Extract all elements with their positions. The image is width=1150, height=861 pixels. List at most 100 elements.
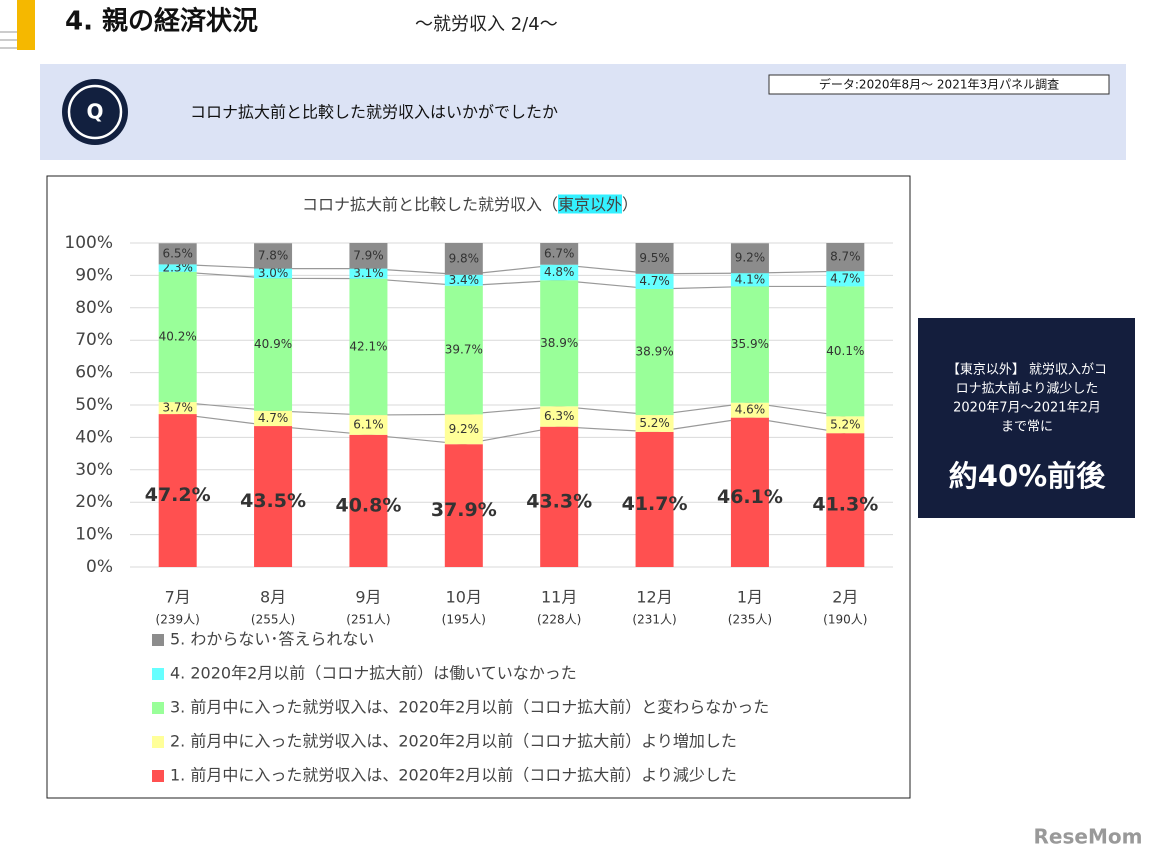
bar-segment [635, 431, 674, 567]
bar-segment [444, 274, 483, 286]
y-tick-label: 80% [75, 298, 113, 318]
value-label: 6.1% [353, 417, 384, 431]
value-label: 9.2% [449, 422, 480, 436]
title-highlight [557, 194, 623, 214]
chart: コロナ拡大前と比較した就労収入（東京以外） 0% 10% 20% 30% 40% 50% 60… [64, 194, 893, 785]
bar-segment [158, 243, 197, 265]
q-ring [67, 84, 123, 140]
value-label: 4.7% [258, 411, 289, 425]
y-tick-label: 70% [75, 330, 113, 350]
sample-size: (235人) [728, 613, 772, 627]
value-label: 4.8% [544, 265, 575, 279]
callout-line: 【東京以外】 就労収入がコ [947, 362, 1107, 378]
x-tick-label: 8月 [260, 588, 286, 607]
bar-segment [349, 434, 388, 567]
value-label: 3.4% [449, 273, 480, 287]
value-label: 7.9% [353, 248, 384, 262]
bar-segment [254, 268, 293, 279]
bar-segment [826, 286, 865, 417]
bar-segment [254, 278, 293, 411]
value-label: 5.2% [639, 416, 670, 430]
legend-label: 3. 前月中に入った就労収入は、2020年2月以前（コロナ拡大前）と変わらなかっ… [170, 698, 769, 717]
x-tick-label: 12月 [636, 588, 672, 607]
callout-line: 2020年7月～2021年2月 [953, 401, 1101, 416]
value-label: 3.7% [162, 401, 193, 415]
value-label: 43.5% [240, 490, 306, 512]
y-tick-label: 30% [75, 460, 113, 480]
sample-size: (251人) [346, 613, 390, 627]
value-label: 42.1% [349, 339, 387, 353]
value-label: 38.9% [636, 345, 674, 359]
bar-segment [349, 268, 388, 279]
y-tick-label: 50% [75, 395, 113, 415]
value-label: 4.7% [639, 274, 670, 288]
question-text: コロナ拡大前と比較した就労収入はいかがでしたか [190, 103, 558, 122]
bar-segment [444, 414, 483, 445]
bar-segment [826, 416, 865, 434]
value-label: 6.5% [162, 246, 193, 260]
bar-segment [349, 415, 388, 435]
x-tick-label: 10月 [446, 588, 482, 607]
legend-label: 1. 前月中に入った就労収入は、2020年2月以前（コロナ拡大前）より減少した [170, 766, 737, 785]
y-tick-label: 100% [64, 233, 113, 253]
bar-segment [826, 271, 865, 287]
bar-segment [730, 273, 769, 287]
value-label: 40.9% [254, 337, 292, 351]
value-label: 35.9% [731, 337, 769, 351]
value-label: 39.7% [445, 343, 483, 357]
bar-segment [444, 243, 483, 275]
value-label: 41.3% [812, 494, 878, 516]
bar-segment [826, 433, 865, 567]
legend-swatch [152, 736, 164, 748]
legend-label: 5. わからない･答えられない [170, 630, 374, 649]
bar-segment [540, 264, 579, 281]
sample-size: (228人) [537, 613, 581, 627]
sample-size: (190人) [823, 613, 867, 627]
callout-line: まで常に [1001, 420, 1053, 435]
y-tick-label: 0% [86, 557, 113, 577]
bar-segment [730, 286, 769, 403]
bar-segment [730, 417, 769, 567]
chart-title: コロナ拡大前と比較した就労収入（東京以外） [302, 195, 638, 214]
value-label: 4.1% [735, 272, 766, 286]
y-tick-label: 20% [75, 492, 113, 512]
value-label: 7.8% [258, 248, 289, 262]
bar-segment [349, 243, 388, 269]
x-tick-label: 1月 [737, 588, 763, 607]
value-label: 3.1% [353, 266, 384, 280]
legend-label: 2. 前月中に入った就労収入は、2020年2月以前（コロナ拡大前）より増加した [170, 732, 737, 751]
value-label: 8.7% [830, 250, 861, 264]
value-label: 40.8% [335, 494, 401, 516]
legend-swatch [152, 668, 164, 680]
y-tick-label: 60% [75, 363, 113, 383]
x-tick-label: 2月 [832, 588, 858, 607]
bar-segment [158, 271, 197, 403]
sample-size: (239人) [156, 613, 200, 627]
sample-size: (195人) [442, 613, 486, 627]
value-label: 38.9% [540, 336, 578, 350]
x-tick-label: 11月 [541, 588, 577, 607]
callout-line: ロナ拡大前より減少した [956, 381, 1099, 397]
bar-segment [635, 415, 674, 432]
value-label: 3.0% [258, 266, 289, 280]
legend-swatch [152, 702, 164, 714]
bar-segment [826, 243, 865, 272]
legend-swatch [152, 770, 164, 782]
bar-segment [158, 264, 197, 272]
sample-size: (255人) [251, 613, 295, 627]
bar-segment [540, 280, 579, 407]
q-badge [62, 79, 128, 145]
legend-swatch [152, 634, 164, 646]
y-tick-label: 40% [75, 427, 113, 447]
bar-segment [635, 273, 674, 290]
value-label: 4.7% [830, 271, 861, 285]
value-label: 37.9% [431, 499, 497, 521]
value-label: 4.6% [735, 403, 766, 417]
y-tick-label: 90% [75, 265, 113, 285]
bar-segment [349, 278, 388, 416]
bar-segment [444, 285, 483, 415]
watermark: ReseMom [1034, 825, 1143, 849]
q-letter: Q [86, 100, 103, 124]
chart-title-part: ） [622, 195, 638, 214]
